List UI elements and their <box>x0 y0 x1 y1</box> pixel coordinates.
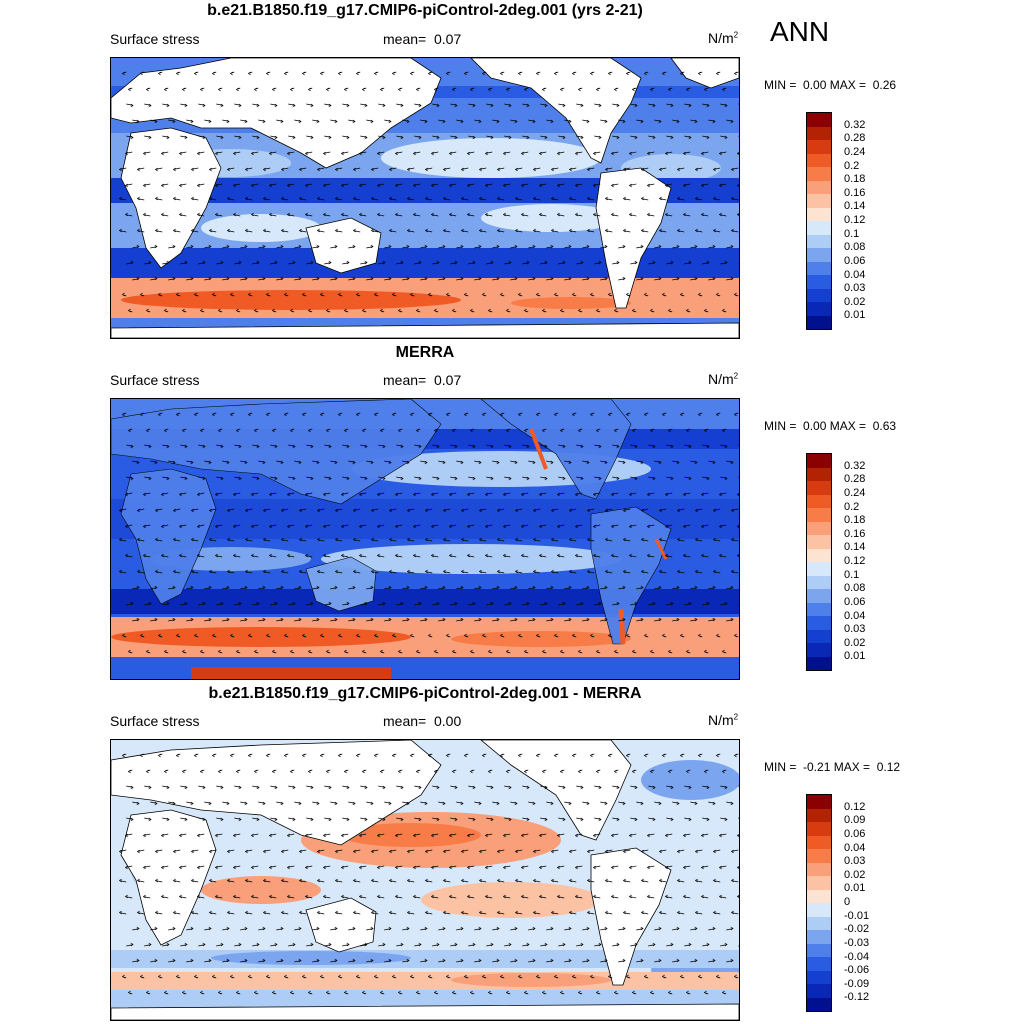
colorbar-obs <box>806 453 832 671</box>
map-model-field <box>111 58 739 338</box>
map-obs <box>110 398 740 680</box>
panel-title-model: b.e21.B1850.f19_g17.CMIP6-piControl-2deg… <box>207 2 643 19</box>
colorbar-tick-label: -0.12 <box>844 991 870 1004</box>
colorbar-tick-label: 0.28 <box>844 473 866 486</box>
colorbar-tick-label: 0.06 <box>844 254 866 267</box>
colorbar-tick-label: 0.04 <box>844 268 866 281</box>
units-label-model: N/m2 <box>708 30 739 46</box>
variable-label-model: Surface stress <box>110 31 200 47</box>
season-label: ANN <box>770 16 830 47</box>
colorbar-tick-label: 0.01 <box>844 882 866 895</box>
colorbar-tick-label: 0.03 <box>844 282 866 295</box>
colorbar-tick-label: 0.03 <box>844 855 866 868</box>
minmax-model: MIN = 0.00 MAX = 0.26 <box>764 78 897 92</box>
colorbar-tick-label: -0.09 <box>844 977 870 990</box>
panel-title-diff: b.e21.B1850.f19_g17.CMIP6-piControl-2deg… <box>208 685 642 702</box>
colorbar-tick-label: 0.18 <box>844 514 866 527</box>
colorbar-tick-label: 0.06 <box>844 595 866 608</box>
colorbar-tick-label: -0.04 <box>844 950 870 963</box>
colorbar-model <box>806 112 832 330</box>
colorbar-tick-label: 0.2 <box>844 159 860 172</box>
mean-value-diff: 0.00 <box>433 713 462 729</box>
colorbar-tick-label: 0.14 <box>844 541 866 554</box>
colorbar-tick-label: 0.16 <box>844 527 866 540</box>
colorbar-tick-label: 0.18 <box>844 173 866 186</box>
colorbar-tick-label: 0.02 <box>844 295 866 308</box>
mean-label-obs: mean= 0.07 <box>383 372 462 388</box>
colorbar-tick-label: 0.1 <box>844 227 860 240</box>
colorbar-tick-label: 0.09 <box>844 814 866 827</box>
map-diff-field <box>111 740 739 1020</box>
map-diff <box>110 739 740 1021</box>
wind-vector-arrows <box>119 412 739 654</box>
colorbar-tick-label: 0.08 <box>844 241 866 254</box>
colorbar-tick-label: 0.2 <box>844 500 860 513</box>
colorbar-tick-label: 0.32 <box>844 118 866 131</box>
colorbar-tick-label: 0 <box>844 896 851 908</box>
colorbar-tick-label: 0.1 <box>844 568 860 581</box>
units-label-diff: N/m2 <box>708 712 739 728</box>
colorbar-tick-label: 0.02 <box>844 636 866 649</box>
colorbar-tick-label: 0.08 <box>844 582 866 595</box>
wind-vector-arrows <box>119 753 739 995</box>
colorbar-tick-label: 0.02 <box>844 868 866 881</box>
mean-label-diff: mean= 0.00 <box>383 713 462 729</box>
variable-label-obs: Surface stress <box>110 372 200 388</box>
colorbar-tick-label: 0.04 <box>844 609 866 622</box>
colorbar-tick-label: 0.06 <box>844 827 866 840</box>
colorbar-tick-label: 0.04 <box>844 841 866 854</box>
colorbar-tick-label: -0.03 <box>844 936 870 949</box>
colorbar-tick-label: 0.24 <box>844 145 866 158</box>
minmax-diff: MIN = -0.21 MAX = 0.12 <box>764 760 901 774</box>
colorbar-tick-label: 0.14 <box>844 200 866 213</box>
minmax-obs: MIN = 0.00 MAX = 0.63 <box>764 419 897 433</box>
units-label-obs: N/m2 <box>708 371 739 387</box>
mean-label-model: mean= 0.07 <box>383 31 462 47</box>
colorbar-tick-label: 0.01 <box>844 650 866 663</box>
mean-value-obs: 0.07 <box>433 372 462 388</box>
variable-label-diff: Surface stress <box>110 713 200 729</box>
map-obs-field <box>111 399 739 679</box>
colorbar-tick-label: 0.12 <box>844 800 866 813</box>
colorbar-tick-label: -0.02 <box>844 923 870 936</box>
colorbar-tick-label: 0.12 <box>844 555 866 567</box>
colorbar-tick-label: 0.16 <box>844 186 866 199</box>
map-model <box>110 57 740 339</box>
colorbar-tick-label: 0.32 <box>844 459 866 472</box>
colorbar-tick-label: 0.03 <box>844 623 866 636</box>
colorbar-tick-label: 0.01 <box>844 309 866 322</box>
mean-value-model: 0.07 <box>433 31 462 47</box>
panel-title-obs: MERRA <box>395 344 455 361</box>
colorbar-tick-label: 0.28 <box>844 132 866 145</box>
colorbar-tick-label: -0.01 <box>844 909 870 922</box>
colorbar-tick-label: -0.06 <box>844 964 870 977</box>
colorbar-tick-label: 0.24 <box>844 486 866 499</box>
colorbar-tick-label: 0.12 <box>844 214 866 226</box>
colorbar-diff <box>806 794 832 1012</box>
wind-vector-arrows <box>119 71 739 313</box>
